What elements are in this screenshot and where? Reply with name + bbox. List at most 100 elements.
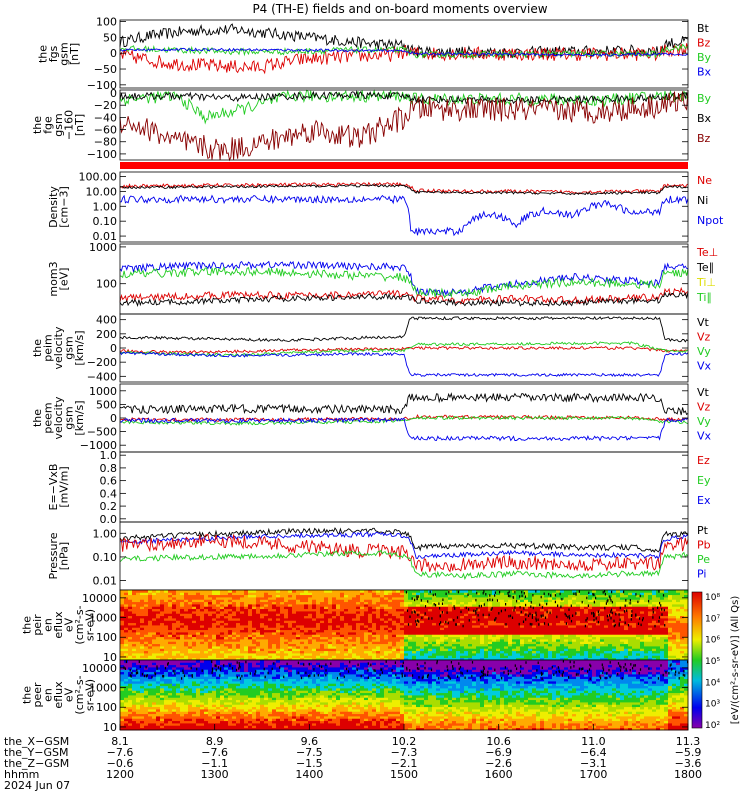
spectrogram-cell <box>180 657 185 661</box>
spectrogram-cell <box>536 620 541 624</box>
spectrogram-cell <box>468 620 473 624</box>
spectrogram-cell <box>184 625 189 628</box>
spectrogram-cell <box>148 646 153 649</box>
spectrogram-cell <box>560 648 565 652</box>
spectrogram-cell <box>276 632 281 635</box>
spectrogram-cell <box>152 632 157 635</box>
spectrogram-cell <box>420 639 425 642</box>
spectrogram-cell <box>488 641 493 645</box>
spectrogram-cell <box>132 697 137 701</box>
spectrogram-cell <box>196 604 201 607</box>
spectrogram-cell <box>436 604 441 607</box>
spectrogram-cell <box>372 597 377 600</box>
spectrogram-cell <box>160 606 165 610</box>
spectrogram-cell <box>548 613 553 617</box>
spectrogram-cell <box>324 608 329 612</box>
spectrogram-cell <box>476 641 481 645</box>
spectrogram-cell <box>464 643 469 647</box>
spectrogram-cell <box>376 601 381 605</box>
spectrogram-speckle <box>490 608 492 611</box>
spectrogram-cell <box>592 611 597 614</box>
spectrogram-cell <box>328 620 333 624</box>
spectrogram-cell <box>300 641 305 645</box>
spectrogram-cell <box>680 622 685 626</box>
spectrogram-speckle <box>541 606 543 609</box>
spectrogram-cell <box>128 632 133 635</box>
spectrogram-cell <box>332 648 337 652</box>
spectrogram-cell <box>520 611 525 614</box>
spectrogram-cell <box>132 618 137 621</box>
y-tick-label: 100 <box>96 16 117 29</box>
y-axis-label: gsm <box>57 42 70 65</box>
spectrogram-speckle <box>417 613 419 617</box>
spectrogram-cell <box>176 648 181 652</box>
spectrogram-cell <box>144 718 149 722</box>
spectrogram-cell <box>340 594 345 598</box>
spectrogram-cell <box>616 643 621 647</box>
spectrogram-cell <box>212 590 217 593</box>
spectrogram-cell <box>348 592 353 596</box>
spectrogram-cell <box>364 625 369 628</box>
spectrogram-cell <box>148 597 153 600</box>
spectrogram-cell <box>548 641 553 645</box>
spectrogram-cell <box>480 615 485 619</box>
spectrogram-cell <box>428 655 433 659</box>
spectrogram-cell <box>208 604 213 607</box>
spectrogram-cell <box>248 657 253 661</box>
spectrogram-cell <box>520 597 525 600</box>
spectrogram-speckle <box>652 611 654 614</box>
spectrogram-cell <box>164 622 169 626</box>
spectrogram-cell <box>660 597 665 600</box>
spectrogram-cell <box>560 629 565 633</box>
spectrogram-cell <box>312 599 317 603</box>
spectrogram-cell <box>628 590 633 593</box>
spectrogram-cell <box>596 653 601 656</box>
spectrogram-cell <box>644 618 649 621</box>
spectrogram-cell <box>152 604 157 607</box>
spectrogram-cell <box>320 622 325 626</box>
spectrogram-cell <box>496 590 501 593</box>
spectrogram-cell <box>276 590 281 593</box>
spectrogram-cell <box>364 597 369 600</box>
spectrogram-speckle <box>607 618 609 622</box>
spectrogram-cell <box>420 599 425 603</box>
spectrogram-cell <box>396 625 401 628</box>
spectrogram-cell <box>468 613 473 617</box>
spectrogram-speckle <box>654 624 656 628</box>
spectrogram-cell <box>284 611 289 614</box>
spectrogram-cell <box>600 608 605 612</box>
spectrogram-cell <box>336 618 341 621</box>
spectrogram-cell <box>132 706 137 710</box>
spectrogram-cell <box>500 643 505 647</box>
spectrogram-cell <box>520 629 525 633</box>
spectrogram-cell <box>648 599 653 603</box>
spectrogram-cell <box>540 657 545 661</box>
spectrogram-cell <box>144 613 149 617</box>
spectrogram-cell <box>588 636 593 640</box>
spectrogram-cell <box>188 592 193 596</box>
spectrogram-cell <box>524 625 529 628</box>
spectrogram-speckle <box>475 610 477 613</box>
spectrogram-cell <box>212 627 217 631</box>
spectrogram-cell <box>136 594 141 598</box>
spectrogram-cell <box>284 608 289 612</box>
spectrogram-cell <box>628 594 633 598</box>
spectrogram-cell <box>272 615 277 619</box>
spectrogram-cell <box>468 646 473 649</box>
series-line-Ni <box>119 184 689 196</box>
series-line-Bz <box>119 43 689 75</box>
spectrogram-cell <box>504 657 509 661</box>
spectrogram-cell <box>680 597 685 600</box>
spectrogram-cell <box>272 608 277 612</box>
spectrogram-cell <box>140 639 145 642</box>
spectrogram-cell <box>300 648 305 652</box>
spectrogram-cell <box>336 634 341 638</box>
spectrogram-cell <box>488 655 493 659</box>
spectrogram-cell <box>308 634 313 638</box>
spectrogram-cell <box>268 622 273 626</box>
spectrogram-cell <box>224 641 229 645</box>
spectrogram-cell <box>520 599 525 603</box>
spectrogram-cell <box>540 653 545 656</box>
legend-entry: Ey <box>697 474 711 487</box>
spectrogram-speckle <box>489 598 491 601</box>
